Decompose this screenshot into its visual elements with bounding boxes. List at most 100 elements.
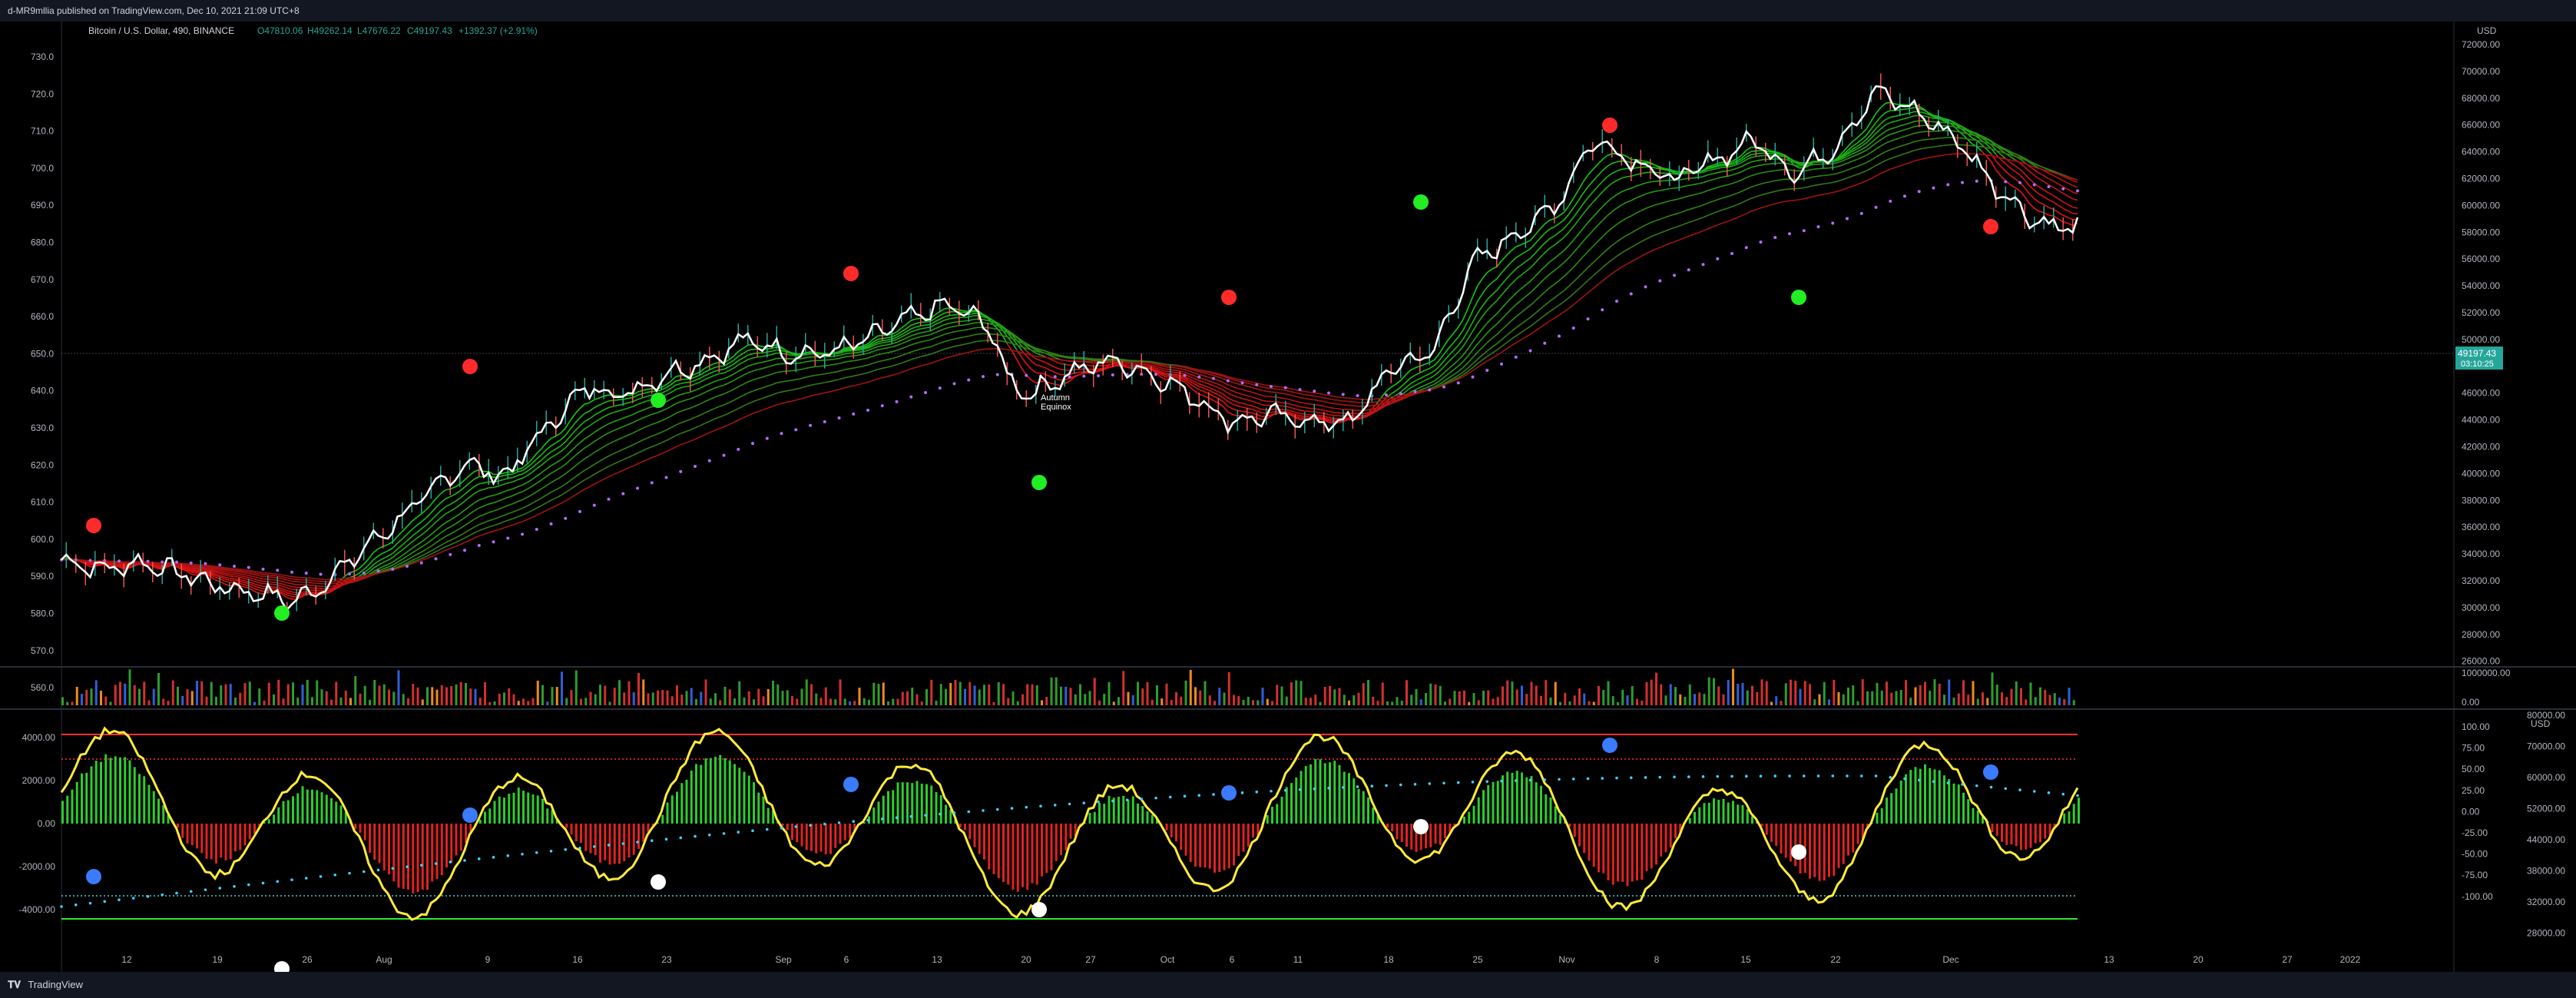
volume-bar (469, 688, 472, 705)
ribbon-segment (1429, 375, 1435, 380)
ribbon-segment (1472, 343, 1478, 351)
ribbon-segment (435, 502, 442, 509)
ribbon-segment (531, 514, 538, 519)
ribbon-segment (387, 552, 393, 557)
ribbon-segment (354, 579, 359, 581)
ribbon-segment (253, 590, 259, 594)
time-axis[interactable]: 12 19 26 Aug 9 16 23 Sep 6 13 20 27 Oct 6 11 18 25 Nov 8 15… (121, 954, 2360, 965)
ribbon-segment (992, 327, 998, 330)
ribbon-segment (901, 328, 907, 333)
ribbon-segment (892, 345, 897, 348)
volume-bar (440, 685, 443, 705)
ribbon-segment (723, 382, 730, 386)
ribbon-segment (1189, 378, 1195, 383)
ribbon-segment (1976, 133, 1982, 137)
volume-bar (1419, 699, 1422, 705)
ribbon-segment (1880, 102, 1886, 108)
ribbon-segment (1582, 250, 1589, 257)
volume-bar (723, 686, 727, 705)
ribbon-segment (1031, 379, 1037, 384)
ribbon-segment (368, 564, 374, 570)
ribbon-segment (1919, 157, 1925, 161)
ribbon-segment (790, 400, 796, 403)
ribbon-segment (181, 567, 187, 571)
ribbon-segment (1227, 384, 1233, 387)
ribbon-segment (449, 516, 455, 521)
ribbon-segment (1251, 381, 1257, 384)
ribbon-segment (1257, 388, 1262, 391)
ribbon-segment (1040, 360, 1046, 363)
ribbon-segment (1372, 404, 1377, 406)
ribbon-segment (469, 486, 475, 491)
ribbon-segment (718, 414, 724, 418)
ribbon-segment (406, 535, 412, 542)
ribbon-segment (1529, 287, 1536, 293)
volume-bar (791, 696, 793, 705)
ribbon-segment (925, 320, 931, 323)
ribbon-segment (632, 419, 638, 423)
ribbon-segment (752, 399, 758, 403)
ribbon-segment (1563, 231, 1570, 238)
ribbon-segment (1108, 365, 1113, 368)
ribbon-segment (1842, 187, 1848, 191)
ribbon-segment (210, 566, 216, 569)
ribbon-segment (1616, 191, 1622, 196)
volume-bar (810, 684, 813, 705)
volume-bar (138, 688, 141, 705)
ribbon-segment (1846, 149, 1853, 154)
ribbon-segment (545, 451, 552, 456)
volume-axis: 1000000.000.00 (2462, 668, 2511, 708)
ribbon-segment (1511, 342, 1517, 347)
ribbon-segment (1002, 340, 1008, 343)
ribbon-segment (502, 473, 508, 476)
ribbon-segment (1439, 376, 1445, 382)
ribbon-segment (406, 529, 412, 535)
ribbon-segment (1601, 165, 1608, 171)
ribbon-segment (1736, 154, 1742, 160)
ribbon-segment (1232, 386, 1238, 390)
ribbon-segment (1727, 169, 1733, 172)
ribbon-segment (1251, 391, 1257, 395)
ribbon-segment (815, 393, 820, 396)
ribbon-segment (2043, 167, 2049, 171)
ribbon-segment (1635, 227, 1641, 231)
ribbon-segment (2058, 204, 2064, 209)
chart-area[interactable]: Bitcoin / U.S. Dollar, 490, BINANCE O478… (0, 22, 2576, 993)
ribbon-segment (863, 350, 869, 353)
ribbon-segment (1223, 375, 1229, 379)
ribbon-segment (498, 498, 504, 502)
ribbon-segment (1213, 389, 1219, 393)
volume-bar (344, 691, 347, 705)
volume-bar (1252, 700, 1254, 705)
ribbon-segment (1631, 229, 1637, 234)
volume-bar (311, 697, 313, 705)
ribbon-segment (258, 572, 263, 575)
ribbon-segment (642, 396, 647, 399)
ribbon-segment (1592, 186, 1598, 193)
ribbon-segment (1510, 268, 1517, 274)
ribbon-segment (642, 389, 647, 392)
ribbon-segment (1491, 333, 1498, 340)
ribbon-segment (1204, 385, 1210, 389)
ribbon-segment (1328, 419, 1334, 423)
ribbon-segment (435, 549, 442, 552)
ribbon-segment (949, 331, 955, 334)
ribbon-segment (253, 580, 259, 583)
ribbon-segment (853, 359, 859, 362)
ribbon-segment (1770, 203, 1776, 206)
ribbon-segment (1544, 219, 1551, 225)
ribbon-segment (1568, 197, 1574, 207)
ribbon-segment (2043, 212, 2049, 216)
ribbon-segment (920, 347, 926, 350)
ribbon-segment (954, 317, 959, 319)
ribbon-segment (1712, 199, 1718, 202)
ribbon-segment (829, 358, 835, 361)
ribbon-segment (502, 496, 508, 500)
ribbon-segment (1678, 237, 1684, 241)
ribbon-segment (2048, 184, 2055, 188)
ribbon-segment (574, 425, 581, 432)
ribbon-segment (1448, 342, 1455, 349)
ribbon-segment (1386, 396, 1392, 399)
x-tick-label: Sep (775, 954, 792, 965)
ribbon-segment (1467, 341, 1474, 350)
